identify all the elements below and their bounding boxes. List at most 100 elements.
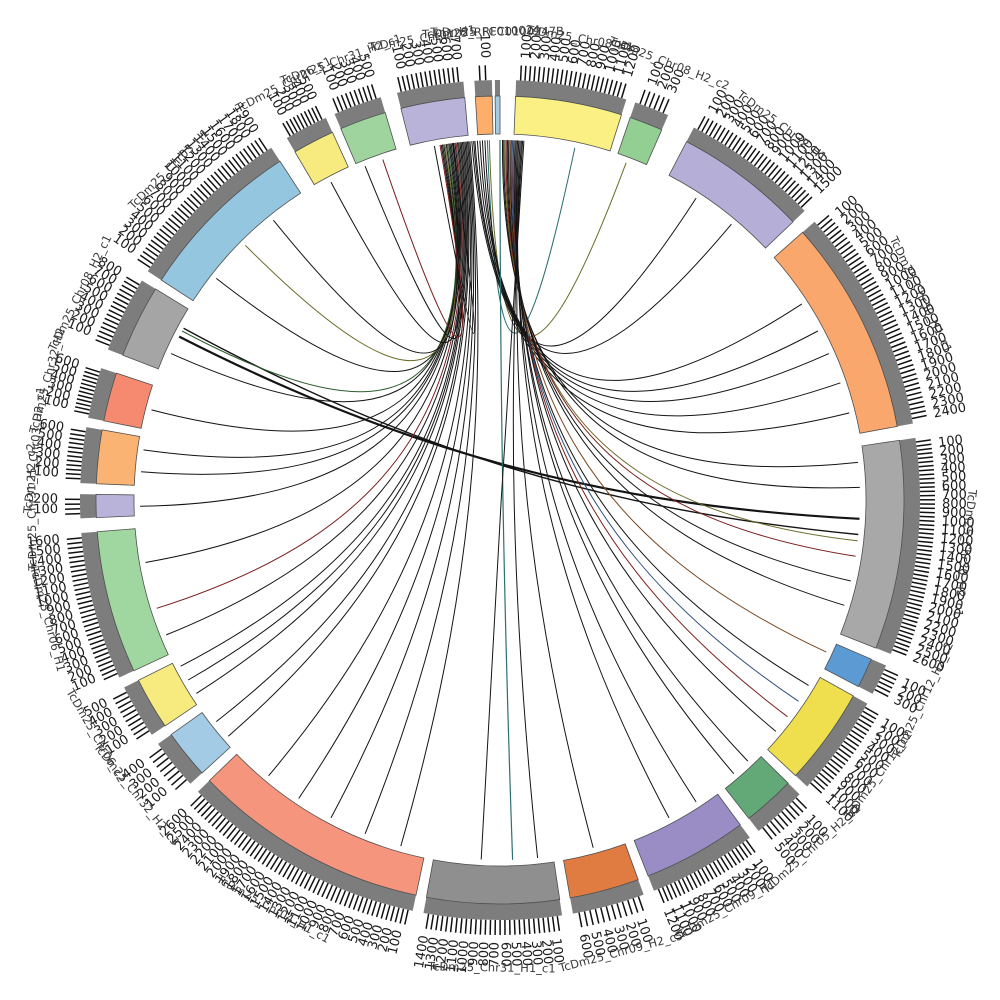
tick-mark — [484, 919, 487, 935]
tick-mark — [213, 171, 225, 184]
tick-mark — [528, 918, 531, 935]
tick-label: 100 — [477, 33, 493, 58]
synteny-link — [170, 143, 458, 403]
tick-mark — [133, 725, 147, 736]
tick-mark — [76, 398, 92, 404]
tick-mark — [812, 778, 826, 791]
tick-mark — [233, 832, 245, 846]
chromosome-segment-chr08_h1 — [513, 95, 622, 152]
tick-mark — [767, 164, 779, 178]
axis-track — [858, 659, 887, 694]
tick-mark — [87, 634, 103, 641]
tick-mark — [286, 865, 296, 880]
tick-mark — [303, 874, 312, 889]
tick-mark — [564, 70, 569, 86]
tick-mark — [145, 247, 159, 258]
tick-label: 1300 — [29, 561, 64, 581]
tick-mark — [97, 660, 113, 668]
tick-mark — [784, 807, 797, 820]
chromosome-segment-chr06_c2 — [137, 662, 198, 727]
tick-mark — [724, 132, 734, 146]
tick-mark — [605, 906, 611, 921]
tick-mark — [285, 120, 295, 135]
tick-label: 1900 — [929, 592, 965, 614]
tick-mark — [152, 752, 166, 764]
tick-mark — [68, 441, 84, 446]
tick-mark — [878, 680, 893, 689]
tick-mark — [79, 608, 95, 615]
tick-mark — [894, 350, 909, 357]
tick-mark — [589, 910, 594, 926]
tick-mark — [70, 568, 86, 573]
chromosome-segment-chr12_h2_c2 — [824, 643, 872, 688]
tick-mark — [917, 456, 933, 460]
axis-track — [79, 494, 97, 519]
tick-mark — [739, 142, 750, 156]
tick-mark — [474, 919, 477, 935]
tick-mark — [100, 326, 115, 334]
tick-label: 300 — [35, 445, 61, 462]
tick-mark — [735, 139, 746, 154]
tick-mark — [705, 120, 714, 135]
tick-mark — [71, 573, 87, 578]
tick-label: 600 — [942, 478, 967, 494]
tick-mark — [66, 537, 82, 541]
tick-mark — [75, 402, 91, 407]
tick-mark — [167, 770, 180, 782]
tick-mark — [848, 256, 862, 267]
tick-mark — [869, 293, 884, 302]
tick-mark — [171, 774, 184, 786]
tick-mark — [394, 907, 400, 923]
tick-label: 900 — [466, 941, 482, 967]
tick-mark — [85, 626, 100, 633]
tick-mark — [102, 321, 117, 330]
tick-mark — [918, 528, 935, 531]
tick-mark — [657, 888, 665, 904]
tick-mark — [876, 684, 891, 693]
tick-mark — [840, 744, 854, 755]
tick-mark — [916, 443, 932, 447]
tick-mark — [98, 330, 114, 338]
tick-mark — [892, 648, 907, 656]
tick-label: 1100 — [33, 580, 68, 601]
tick-mark — [245, 840, 256, 854]
tick-mark — [312, 878, 321, 894]
synteny-link — [503, 139, 860, 489]
tick-mark — [639, 89, 646, 105]
tick-mark — [657, 96, 665, 112]
tick-mark — [919, 523, 935, 527]
tick-mark — [532, 918, 536, 934]
tick-mark — [375, 902, 382, 918]
tick-mark — [848, 733, 862, 743]
tick-mark — [371, 901, 378, 916]
tick-mark — [110, 305, 125, 314]
tick-mark — [909, 593, 925, 599]
tick-label: 500 — [587, 930, 607, 957]
tick-label: 600 — [576, 933, 595, 960]
segments-layer — [79, 79, 921, 921]
tick-mark — [435, 915, 439, 931]
tick-mark — [239, 150, 250, 164]
tick-mark — [820, 218, 833, 230]
chromosome-segment-chr31_h2_c2 — [95, 493, 135, 519]
tick-mark — [882, 672, 897, 681]
synteny-link — [514, 140, 749, 762]
chromosome-segment-chr01_h1 — [400, 97, 469, 146]
tick-mark — [603, 78, 609, 94]
tick-mark — [348, 893, 355, 909]
tick-mark — [300, 112, 309, 127]
tick-mark — [80, 612, 96, 619]
synteny-link — [476, 140, 819, 392]
tick-mark — [65, 477, 81, 480]
tick-label: 500 — [508, 941, 524, 966]
tick-mark — [705, 865, 714, 880]
tick-label: 1400 — [937, 549, 972, 568]
tick-mark — [454, 917, 458, 933]
tick-mark — [66, 459, 82, 463]
tick-mark — [196, 187, 209, 199]
tick-mark — [900, 625, 916, 632]
axis-track — [494, 79, 500, 97]
tick-label: 1800 — [931, 583, 966, 604]
tick-label: 300 — [407, 40, 426, 67]
synteny-link — [501, 139, 859, 468]
